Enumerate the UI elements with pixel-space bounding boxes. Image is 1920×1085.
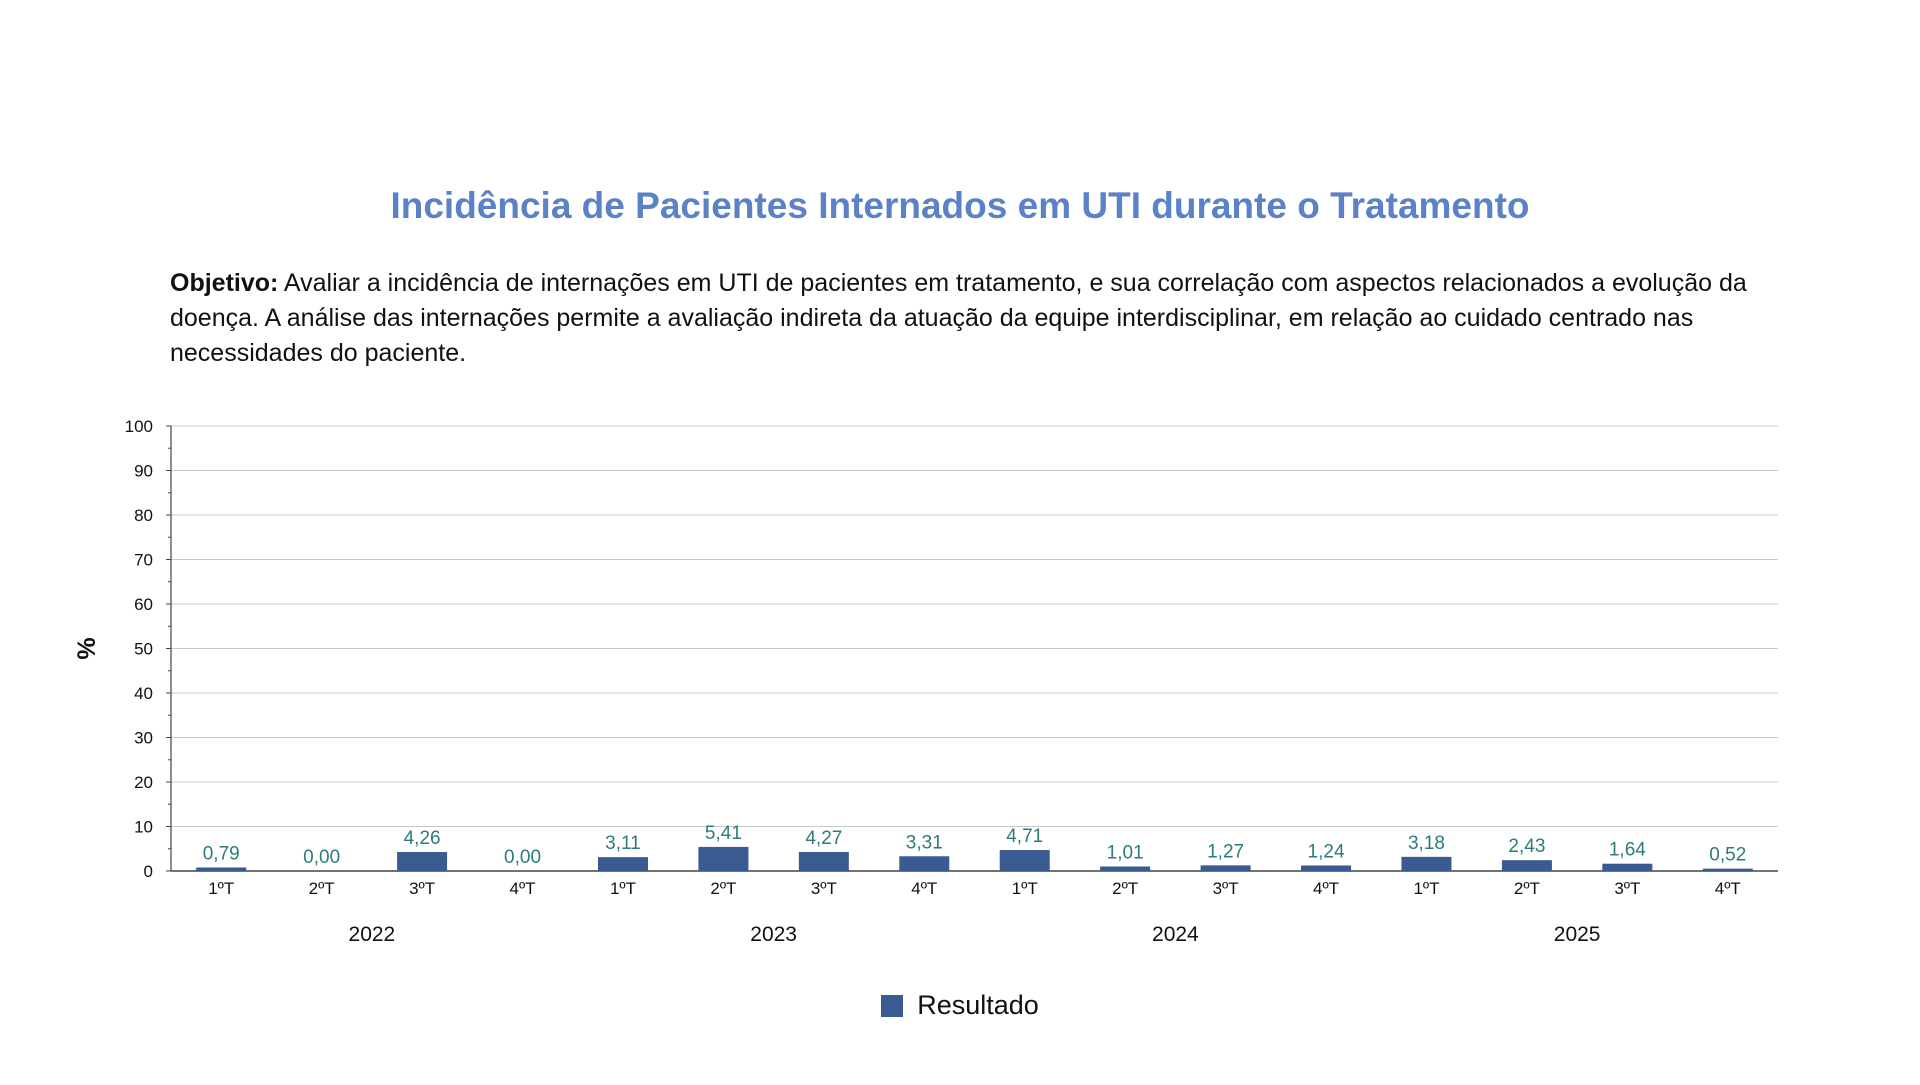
objective-paragraph: Objetivo: Avaliar a incidência de intern… — [170, 266, 1770, 371]
x-tick-label: 1ºT — [208, 879, 234, 898]
x-tick-label: 4ºT — [1313, 879, 1339, 898]
y-tick-label: 90 — [134, 462, 153, 481]
bar — [397, 852, 448, 871]
y-tick-label: 40 — [134, 684, 153, 703]
bar-value-label: 3,18 — [1408, 833, 1445, 854]
y-tick-label: 0 — [144, 862, 153, 881]
y-tick-label: 100 — [125, 417, 153, 436]
bar — [1301, 865, 1352, 871]
y-tick-label: 80 — [134, 506, 153, 525]
bar — [698, 846, 749, 871]
bar — [1602, 863, 1653, 871]
y-axis-label: % — [73, 637, 101, 659]
bar-value-label: 4,71 — [1006, 826, 1043, 847]
bar-value-label: 1,01 — [1107, 843, 1144, 864]
x-group-label: 2023 — [750, 923, 797, 946]
bar — [899, 856, 950, 871]
bar-value-label: 5,41 — [705, 823, 742, 844]
x-tick-label: 4ºT — [510, 879, 536, 898]
y-tick-label: 10 — [134, 818, 153, 837]
legend: Resultado — [0, 990, 1920, 1021]
bar — [1401, 856, 1452, 871]
bar — [798, 851, 849, 871]
bar-value-label: 3,31 — [906, 832, 943, 853]
legend-label: Resultado — [917, 990, 1039, 1020]
bar-value-label: 2,43 — [1508, 836, 1545, 857]
bar-value-label: 0,52 — [1709, 845, 1746, 866]
x-tick-label: 1ºT — [610, 879, 636, 898]
x-tick-label: 3ºT — [811, 879, 837, 898]
bar — [196, 867, 247, 871]
bar-value-label: 1,27 — [1207, 841, 1244, 862]
bar-value-label: 0,00 — [303, 847, 340, 868]
y-tick-label: 30 — [134, 729, 153, 748]
x-tick-label: 1ºT — [1413, 879, 1439, 898]
x-tick-label: 2ºT — [710, 879, 736, 898]
y-tick-label: 50 — [134, 640, 153, 659]
bar-value-label: 0,00 — [504, 847, 541, 868]
legend-swatch — [881, 994, 904, 1017]
x-group-label: 2025 — [1554, 923, 1601, 946]
bar — [597, 857, 648, 871]
bar — [1200, 865, 1251, 871]
bar-value-label: 1,24 — [1308, 841, 1345, 862]
x-tick-label: 2ºT — [309, 879, 335, 898]
x-tick-label: 3ºT — [409, 879, 435, 898]
objective-text: Avaliar a incidência de internações em U… — [170, 269, 1747, 367]
x-tick-label: 4ºT — [1715, 879, 1741, 898]
bar-value-label: 3,11 — [605, 833, 641, 854]
bar-value-label: 1,64 — [1609, 840, 1646, 861]
y-tick-label: 60 — [134, 595, 153, 614]
x-tick-label: 1ºT — [1012, 879, 1038, 898]
bar-value-label: 0,79 — [203, 843, 240, 864]
bar — [1100, 866, 1151, 871]
chart-title: Incidência de Pacientes Internados em UT… — [390, 185, 1530, 226]
x-group-label: 2022 — [349, 923, 396, 946]
bar-value-label: 4,26 — [404, 828, 441, 849]
x-tick-label: 4ºT — [911, 879, 937, 898]
bar — [1702, 868, 1753, 871]
bar — [999, 850, 1050, 871]
y-tick-label: 20 — [134, 773, 153, 792]
x-tick-label: 2ºT — [1112, 879, 1138, 898]
bar-value-label: 4,27 — [805, 828, 842, 849]
y-tick-label: 70 — [134, 551, 153, 570]
x-tick-label: 2ºT — [1514, 879, 1540, 898]
x-group-label: 2024 — [1152, 923, 1199, 946]
objective-label: Objetivo: — [170, 269, 279, 297]
x-tick-label: 3ºT — [1213, 879, 1239, 898]
bar — [1501, 860, 1552, 871]
x-tick-label: 3ºT — [1614, 879, 1640, 898]
